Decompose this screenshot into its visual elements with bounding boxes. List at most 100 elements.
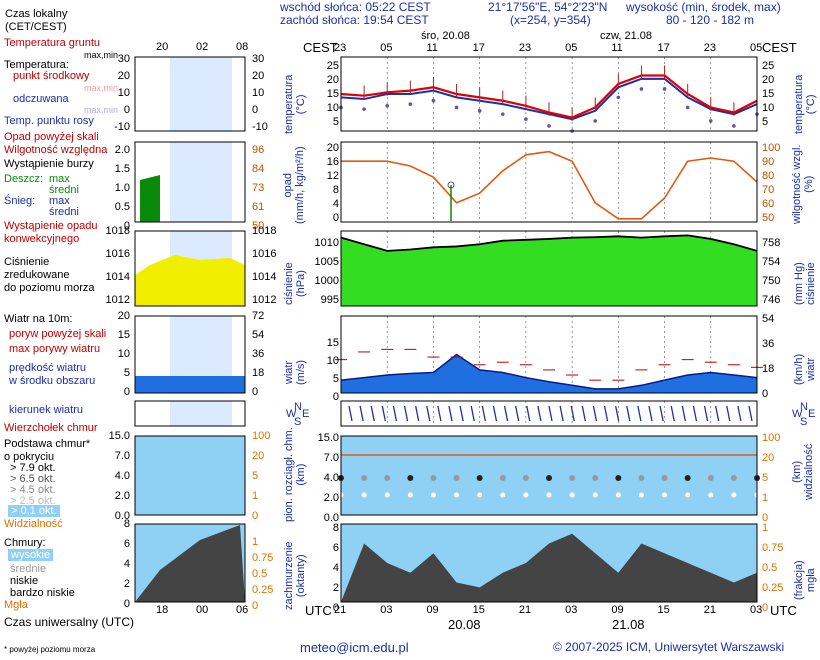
dew-point-dot xyxy=(431,98,436,103)
cloud-tick: 7.0 xyxy=(323,452,339,464)
dir-n: N xyxy=(800,401,808,413)
cloud-base-dot xyxy=(638,492,644,498)
legend-temp-tick: 0 xyxy=(123,104,130,116)
cloud-base-dot xyxy=(546,475,552,481)
temp-tick: 10 xyxy=(326,102,339,114)
hour-cest: 23 xyxy=(334,42,347,54)
date1-label: 20.08 xyxy=(448,617,481,632)
legend-humid-tick: 96 xyxy=(252,144,265,156)
legend-cloud-tick: 0.0 xyxy=(114,510,130,522)
legend-ground-maxmin: max,min xyxy=(84,50,119,60)
dew-point-dot xyxy=(477,109,482,113)
legend-prec-tick: 1.0 xyxy=(114,182,130,194)
cest-label-right: CEST xyxy=(762,40,797,55)
precip-tick: 20 xyxy=(326,142,339,154)
pressure-tick: 1000 xyxy=(314,275,339,287)
legend-cloud-sky xyxy=(135,436,245,515)
dew-point-dot xyxy=(685,105,690,110)
legend-panel-border xyxy=(134,523,246,603)
legend-precip-above: Opad powyżej skali xyxy=(4,131,99,143)
legend-humid-tick: 61 xyxy=(252,201,265,213)
legend-wind-tick-r: 36 xyxy=(252,348,265,360)
altitude-values: 80 - 120 - 182 m xyxy=(666,13,755,27)
panel-precip xyxy=(340,141,758,223)
legend-panel-border xyxy=(134,315,246,394)
wind-arrow xyxy=(481,405,486,422)
legend-humid-tick: 84 xyxy=(252,163,265,175)
legend-hour-bottom: 18 xyxy=(156,604,169,616)
fog-tick: 0.25 xyxy=(762,582,784,594)
wind-arrow xyxy=(503,405,509,422)
cloud-tick: 2.0 xyxy=(323,492,339,504)
legend-pres-tick-r: 1016 xyxy=(252,248,277,260)
humidity-tick: 80 xyxy=(762,170,775,182)
legend-pres-tick: 1018 xyxy=(105,225,130,237)
wind-arrow xyxy=(415,405,420,422)
hour-utc: 21 xyxy=(703,604,717,616)
wind-tick: 10 xyxy=(326,355,339,367)
hour-utc: 03 xyxy=(565,604,578,616)
dir-e: E xyxy=(808,408,816,420)
hour-utc: 15 xyxy=(472,604,485,616)
legend-low: niskie xyxy=(10,575,39,587)
kmh-axis-title: (km/h) wiatr xyxy=(793,353,817,385)
legend-pres-tick-r: 1014 xyxy=(252,271,277,283)
cloud-base-dot xyxy=(707,475,714,481)
precip-tick: 8 xyxy=(332,184,339,196)
legend-very-low: bardzo niskie xyxy=(10,587,75,599)
legend-wind-tick-r: 18 xyxy=(252,367,265,379)
dew-point-dot xyxy=(362,107,366,111)
footer-email[interactable]: meteo@icm.edu.pl xyxy=(300,640,409,655)
wind-arrow xyxy=(526,405,531,422)
legend-temp-tick-r: 0 xyxy=(252,104,259,116)
kmh-tick: 18 xyxy=(762,363,775,375)
dir-w: W xyxy=(792,408,803,420)
hour-utc: 21 xyxy=(518,604,532,616)
temp-tick-right: 20 xyxy=(762,74,775,86)
panel-border xyxy=(340,141,758,223)
wind-arrow xyxy=(703,405,709,422)
humidity-line xyxy=(341,150,758,220)
wind-arrow xyxy=(748,405,753,422)
legend-local-time: Czas lokalny (CET/CEST) xyxy=(5,8,68,33)
legend-wind-tick-r: 0 xyxy=(252,386,259,398)
wind-arrow xyxy=(726,405,731,422)
legend-cover-tick: 6 xyxy=(123,538,130,550)
dew-point-dot xyxy=(524,117,528,122)
cloud-base-dot xyxy=(685,492,691,498)
dir-w-left: W xyxy=(286,408,297,420)
wind-arrow xyxy=(626,405,631,422)
legend-pressure: Ciśnienie zredukowane do poziomu morza xyxy=(4,256,95,294)
wind-arrow xyxy=(537,405,542,422)
hour-cest: 23 xyxy=(518,42,532,54)
legend-temp-tick: 10 xyxy=(117,87,130,99)
day2-label: czw, 21.08 xyxy=(600,30,652,42)
wind-arrow xyxy=(403,405,409,422)
dew-point-dot xyxy=(408,102,413,106)
legend-fog-tick: 0.25 xyxy=(252,584,274,596)
dew-point-dot xyxy=(385,103,390,108)
legend-utc: Czas uniwersalny (UTC) xyxy=(4,615,135,629)
wind-arrow xyxy=(548,405,553,422)
pressure-tick: 1005 xyxy=(314,256,339,268)
pressure-axis-title: ciśnienie (hPa) xyxy=(283,262,307,305)
cloud-tick: 15.0 xyxy=(317,432,339,444)
legend-temp-tick-r: 30 xyxy=(252,53,265,65)
legend-hour-top: 02 xyxy=(196,41,209,53)
legend-okt25: > 2.5 okt. xyxy=(10,495,56,507)
wind-tick: 15 xyxy=(326,337,339,349)
legend-fog-tick: 1 xyxy=(252,536,259,548)
hour-cest: 11 xyxy=(611,42,623,54)
legend-hour-top: 20 xyxy=(156,41,169,53)
cloud-base-dot xyxy=(477,492,483,498)
cloud-tick: 0.0 xyxy=(323,512,339,524)
legend-fog-tick: 0.75 xyxy=(252,552,274,564)
precip-tick: 4 xyxy=(332,198,339,210)
legend-mid-point: punkt środkowy xyxy=(13,70,90,82)
pressure-line xyxy=(340,234,758,252)
legend-wind-tick: 0 xyxy=(123,386,130,398)
cloud-base-dot xyxy=(592,475,599,481)
visibility-tick: 0 xyxy=(762,512,769,524)
legend-prec-tick: 0 xyxy=(123,220,130,232)
wind-arrow xyxy=(648,405,653,422)
